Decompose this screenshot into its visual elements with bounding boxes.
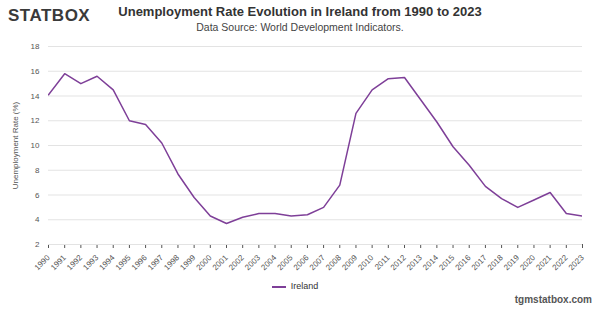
svg-text:1993: 1993 [81, 253, 100, 272]
svg-text:2010: 2010 [356, 253, 375, 272]
svg-text:1997: 1997 [146, 253, 165, 272]
svg-text:18: 18 [31, 42, 40, 51]
svg-text:2023: 2023 [567, 253, 586, 272]
svg-text:2022: 2022 [551, 253, 570, 272]
svg-text:2017: 2017 [470, 253, 489, 272]
svg-text:2001: 2001 [211, 253, 230, 272]
svg-text:2014: 2014 [421, 253, 440, 272]
svg-text:Unemployment Rate (%): Unemployment Rate (%) [11, 101, 20, 189]
html-text:STATBOX: STATBOX [8, 6, 91, 25]
svg-text:16: 16 [31, 67, 40, 76]
svg-text:2013: 2013 [405, 253, 424, 272]
svg-text:2006: 2006 [292, 253, 311, 272]
svg-text:1992: 1992 [65, 253, 84, 272]
svg-text:2003: 2003 [243, 253, 262, 272]
svg-text:1996: 1996 [130, 253, 149, 272]
svg-text:2: 2 [35, 240, 40, 249]
svg-text:1990: 1990 [33, 253, 52, 272]
svg-text:2018: 2018 [486, 253, 505, 272]
html-text:Data Source: World Development: Data Source: World Development Indicator… [196, 21, 404, 33]
svg-text:1994: 1994 [98, 253, 117, 272]
svg-text:1991: 1991 [49, 253, 68, 272]
svg-text:2012: 2012 [389, 253, 408, 272]
svg-text:1995: 1995 [114, 253, 133, 272]
svg-text:4: 4 [35, 215, 40, 224]
html-text:Unemployment Rate Evolution in: Unemployment Rate Evolution in Ireland f… [118, 4, 482, 19]
svg-text:2002: 2002 [227, 253, 246, 272]
svg-text:6: 6 [35, 191, 40, 200]
svg-text:2009: 2009 [340, 253, 359, 272]
svg-text:2015: 2015 [437, 253, 456, 272]
svg-text:10: 10 [31, 141, 40, 150]
svg-text:2019: 2019 [502, 253, 521, 272]
svg-text:2011: 2011 [373, 253, 392, 272]
svg-text:14: 14 [31, 92, 40, 101]
svg-text:2020: 2020 [518, 253, 537, 272]
svg-text:8: 8 [35, 166, 40, 175]
svg-text:1999: 1999 [178, 253, 197, 272]
html-text:Ireland: Ireland [290, 281, 319, 291]
svg-text:2021: 2021 [534, 253, 553, 272]
svg-text:2000: 2000 [195, 253, 214, 272]
html-text:tgmstatbox.com: tgmstatbox.com [514, 294, 592, 305]
svg-text:2004: 2004 [259, 253, 278, 272]
svg-text:2007: 2007 [308, 253, 327, 272]
svg-text:1998: 1998 [162, 253, 181, 272]
svg-text:2005: 2005 [276, 253, 295, 272]
svg-text:2016: 2016 [454, 253, 473, 272]
svg-text:2008: 2008 [324, 253, 343, 272]
svg-text:12: 12 [31, 116, 40, 125]
